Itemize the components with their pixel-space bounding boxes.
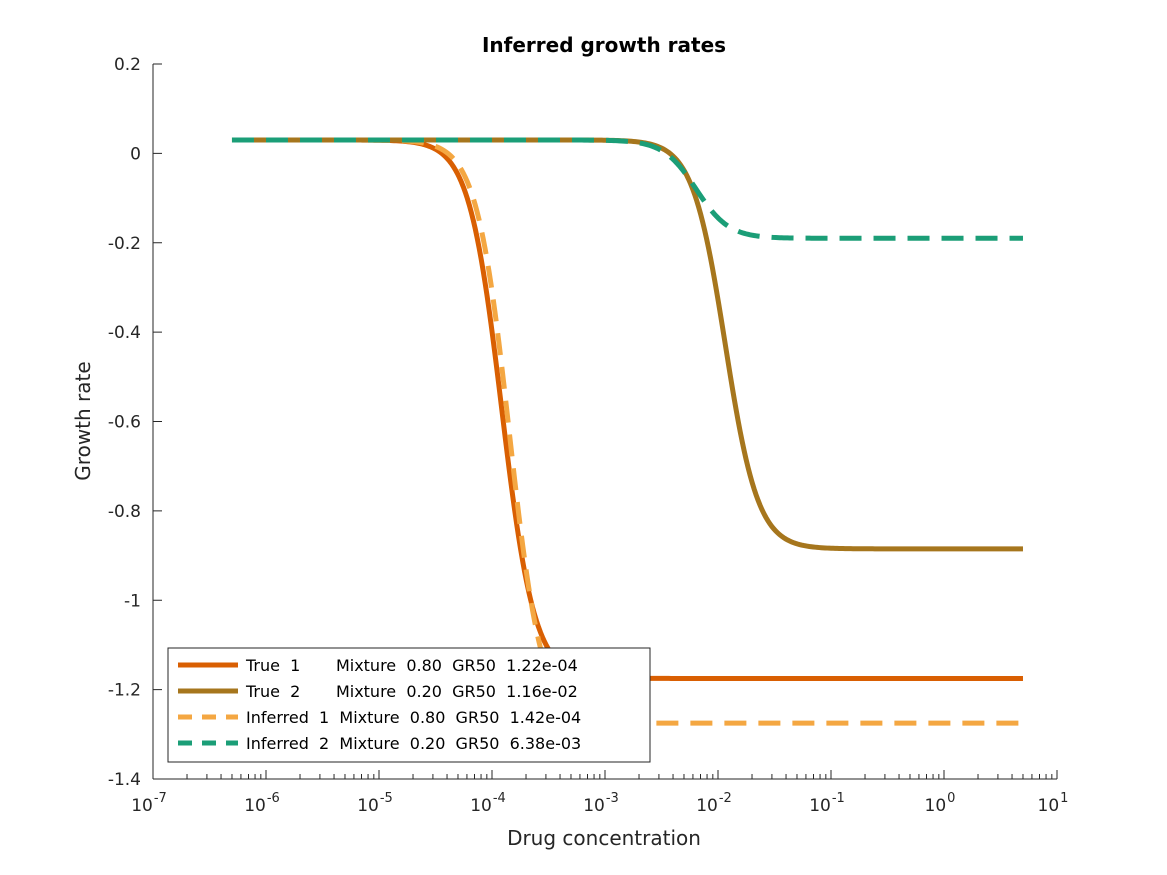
legend-entry: True 2 Mixture 0.20 GR50 1.16e-02: [245, 682, 578, 701]
y-tick-label: -1.4: [108, 770, 141, 790]
y-ticks: 0.2 0 -0.2 -0.4 -0.6 -0.8 -1 -1.2 -1.4: [108, 55, 162, 790]
x-tick-label: 10-1: [809, 791, 845, 816]
y-tick-label: -0.6: [108, 413, 141, 433]
x-ticks: 10-7 10-6 10-5 10-4 10-3 10-2 10-1 100 101: [131, 770, 1068, 816]
x-axis-label: Drug concentration: [507, 826, 701, 850]
y-tick-label: -0.4: [108, 323, 141, 343]
y-tick-label: -0.2: [108, 234, 141, 254]
y-tick-label: -0.8: [108, 502, 141, 522]
legend-entry: True 1 Mixture 0.80 GR50 1.22e-04: [245, 656, 578, 675]
y-tick-label: -1.2: [108, 681, 141, 701]
legend-entry: Inferred 1 Mixture 0.80 GR50 1.42e-04: [246, 708, 581, 727]
y-tick-label: -1: [124, 591, 141, 611]
y-tick-label: 0.2: [114, 55, 141, 75]
legend: True 1 Mixture 0.80 GR50 1.22e-04 True 2 …: [167, 647, 651, 763]
legend-box: [167, 647, 651, 763]
y-tick-label: 0: [130, 144, 141, 164]
series-line-4: [231, 137, 1023, 241]
legend-entry: Inferred 2 Mixture 0.20 GR50 6.38e-03: [246, 734, 581, 753]
y-axis-label: Growth rate: [71, 361, 95, 480]
chart-title: Inferred growth rates: [482, 33, 726, 57]
